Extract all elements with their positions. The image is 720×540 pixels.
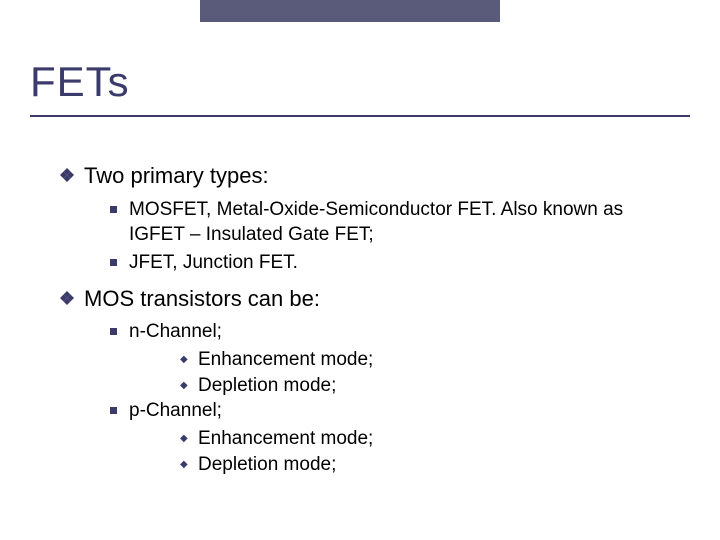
slide: FETs Two primary types: MOSFET, Meta — [0, 0, 720, 540]
small-diamond-bullet-icon: ◆ — [180, 435, 188, 443]
bullet-lvl2: n-Channel; — [110, 319, 680, 345]
bullet-text: n-Channel; — [129, 319, 222, 345]
small-diamond-bullet-icon: ◆ — [180, 382, 188, 390]
bullet-lvl3: ◆ Enhancement mode; — [180, 426, 680, 452]
lvl2-group: MOSFET, Metal-Oxide-Semiconductor FET. A… — [110, 197, 680, 276]
bullet-text: Two primary types: — [84, 161, 269, 191]
bullet-lvl1: Two primary types: — [60, 161, 680, 191]
small-diamond-bullet-icon: ◆ — [180, 356, 188, 364]
bullet-text: p-Channel; — [129, 398, 222, 424]
bullet-text: JFET, Junction FET. — [129, 250, 298, 276]
bullet-lvl2: p-Channel; — [110, 398, 680, 424]
small-diamond-bullet-icon: ◆ — [180, 461, 188, 469]
bullet-lvl2: JFET, Junction FET. — [110, 250, 680, 276]
lvl2-group: n-Channel; ◆ Enhancement mode; ◆ Depleti… — [110, 319, 680, 477]
square-bullet-icon — [110, 259, 117, 266]
lvl3-group: ◆ Enhancement mode; ◆ Depletion mode; — [180, 347, 680, 398]
lvl3-group: ◆ Enhancement mode; ◆ Depletion mode; — [180, 426, 680, 477]
bullet-text: Depletion mode; — [198, 373, 336, 399]
bullet-text: Enhancement mode; — [198, 426, 373, 452]
bullet-lvl2: MOSFET, Metal-Oxide-Semiconductor FET. A… — [110, 197, 680, 248]
top-decor-bar — [200, 0, 500, 22]
bullet-lvl3: ◆ Depletion mode; — [180, 373, 680, 399]
diamond-bullet-icon — [60, 168, 74, 182]
title-underline — [30, 115, 690, 117]
square-bullet-icon — [110, 206, 117, 213]
bullet-text: Depletion mode; — [198, 452, 336, 478]
bullet-lvl3: ◆ Enhancement mode; — [180, 347, 680, 373]
bullet-text: Enhancement mode; — [198, 347, 373, 373]
bullet-text: MOS transistors can be: — [84, 284, 320, 314]
diamond-bullet-icon — [60, 291, 74, 305]
square-bullet-icon — [110, 328, 117, 335]
square-bullet-icon — [110, 407, 117, 414]
bullet-lvl3: ◆ Depletion mode; — [180, 452, 680, 478]
bullet-text: MOSFET, Metal-Oxide-Semiconductor FET. A… — [129, 197, 680, 248]
slide-title: FETs — [30, 58, 130, 106]
bullet-lvl1: MOS transistors can be: — [60, 284, 680, 314]
slide-body: Two primary types: MOSFET, Metal-Oxide-S… — [60, 155, 680, 485]
